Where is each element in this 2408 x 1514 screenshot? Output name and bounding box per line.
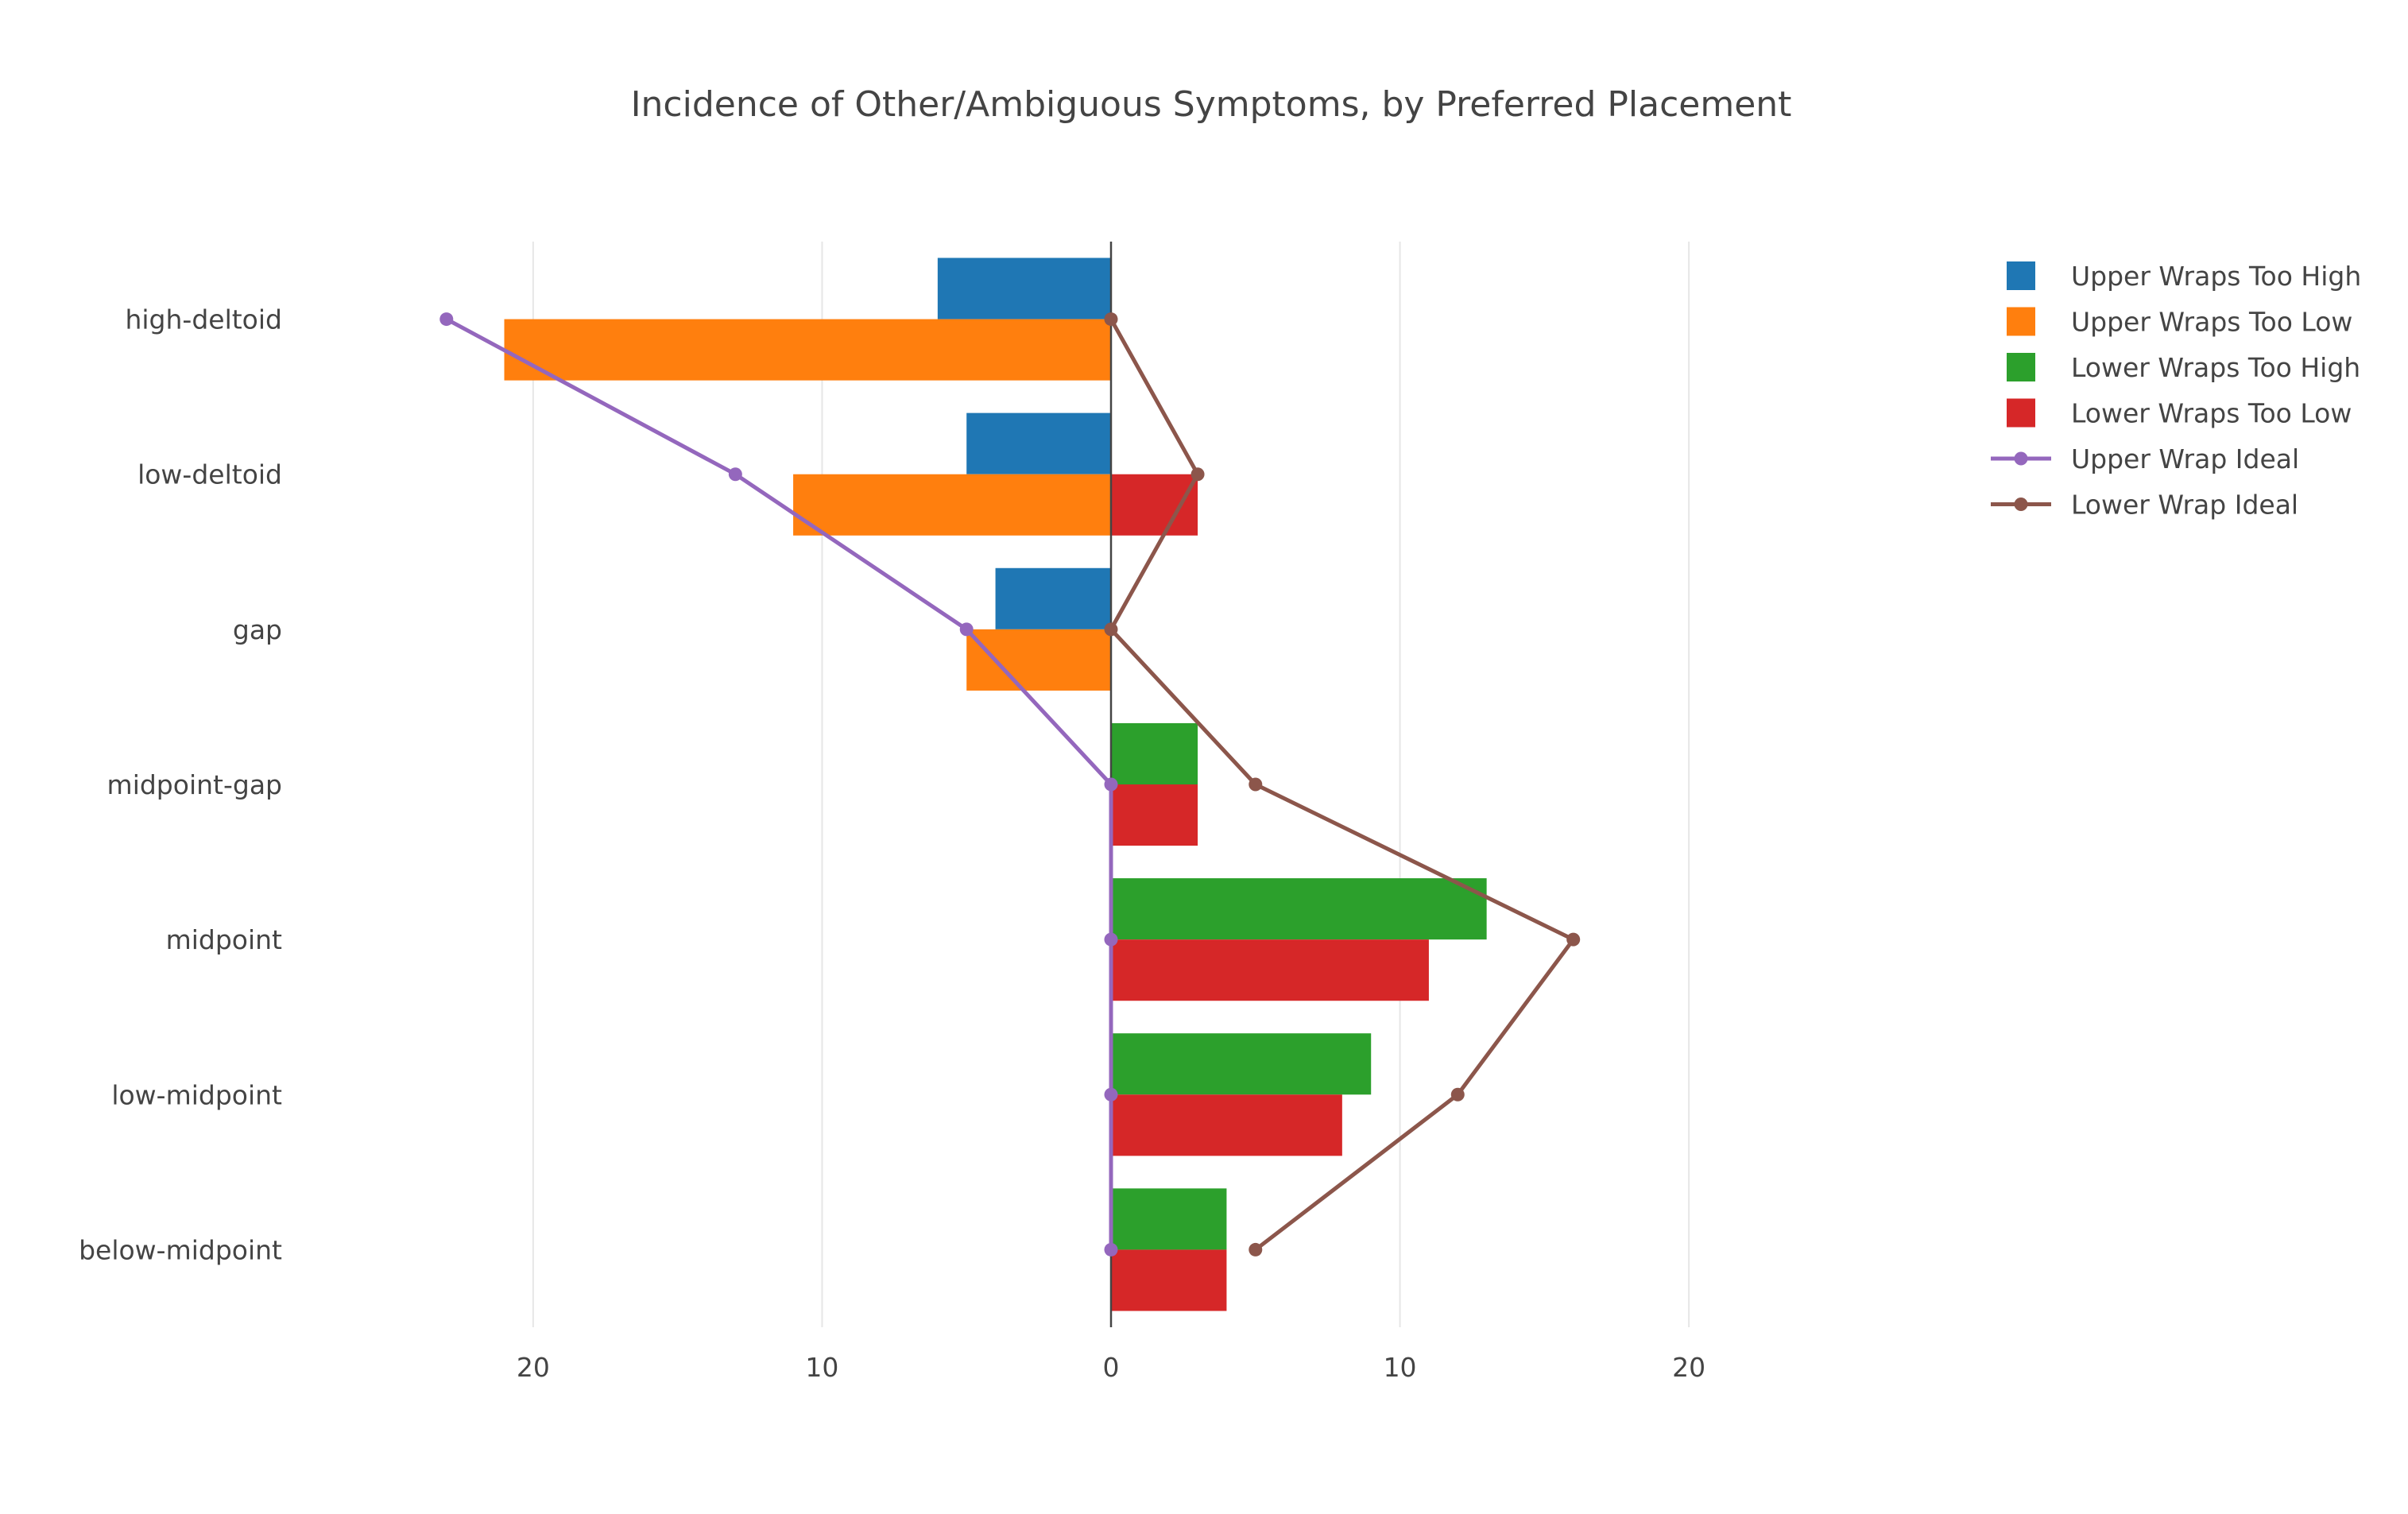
category-label: low-midpoint <box>111 1079 282 1110</box>
category-label: high-deltoid <box>125 304 282 335</box>
bar <box>1111 1094 1342 1156</box>
bar <box>793 474 1111 536</box>
bar <box>1111 1249 1227 1311</box>
bar <box>1111 939 1429 1001</box>
bar <box>1111 1033 1372 1095</box>
x-tick-label: 20 <box>517 1352 550 1383</box>
legend-swatch <box>2007 353 2035 381</box>
legend-label[interactable]: Upper Wraps Too High <box>2071 261 2361 292</box>
bar <box>937 257 1111 319</box>
series-point <box>728 467 742 482</box>
legend-label[interactable]: Upper Wraps Too Low <box>2071 307 2352 338</box>
category-label: midpoint-gap <box>107 769 282 800</box>
bar-layer <box>504 257 1487 1311</box>
bar <box>1111 722 1198 784</box>
x-tick-label: 20 <box>1672 1352 1705 1383</box>
bar <box>995 567 1111 629</box>
x-tick-label: 0 <box>1103 1352 1120 1383</box>
legend-label[interactable]: Upper Wrap Ideal <box>2071 443 2299 474</box>
legend-label[interactable]: Lower Wraps Too High <box>2071 352 2360 383</box>
bar <box>1111 1188 1227 1250</box>
legend-marker <box>2014 451 2028 466</box>
legend: Upper Wraps Too High Upper Wraps Too Low L… <box>1991 261 2361 521</box>
bar <box>966 412 1111 474</box>
x-tick-label: 10 <box>1384 1352 1417 1383</box>
series-point <box>439 312 454 327</box>
series-point <box>1104 1087 1118 1102</box>
series-point <box>1104 622 1118 637</box>
series-point <box>1450 1087 1465 1102</box>
legend-swatch <box>2007 307 2035 336</box>
category-label: gap <box>233 614 282 645</box>
series-point <box>1104 312 1118 327</box>
bar <box>1111 474 1198 536</box>
grid-layer <box>532 242 1690 1327</box>
line-layer <box>439 312 1581 1257</box>
legend-label[interactable]: Lower Wrap Ideal <box>2071 490 2298 521</box>
chart-title: Incidence of Other/Ambiguous Symptoms, b… <box>631 84 1792 125</box>
series-point <box>1249 777 1263 792</box>
category-label: midpoint <box>166 924 282 955</box>
category-label: low-deltoid <box>137 459 282 490</box>
label-layer: 20 10 0 10 20 high-deltoid low-deltoid gap midpo… <box>79 304 1705 1383</box>
series-point <box>1104 932 1118 947</box>
legend-marker <box>2014 498 2028 511</box>
bar <box>504 319 1111 381</box>
legend-label[interactable]: Lower Wraps Too Low <box>2071 398 2352 429</box>
category-label: below-midpoint <box>79 1234 282 1265</box>
x-tick-label: 10 <box>805 1352 838 1383</box>
legend-swatch <box>2007 398 2035 428</box>
bar <box>966 629 1111 691</box>
legend-swatch <box>2007 261 2035 290</box>
series-point <box>959 622 974 637</box>
series-point <box>1104 1242 1118 1257</box>
bar <box>1111 784 1198 846</box>
series-point <box>1249 1242 1263 1257</box>
series-point <box>1566 932 1581 947</box>
series-point <box>1190 467 1205 482</box>
series-point <box>1104 777 1118 792</box>
bar <box>1111 878 1487 940</box>
